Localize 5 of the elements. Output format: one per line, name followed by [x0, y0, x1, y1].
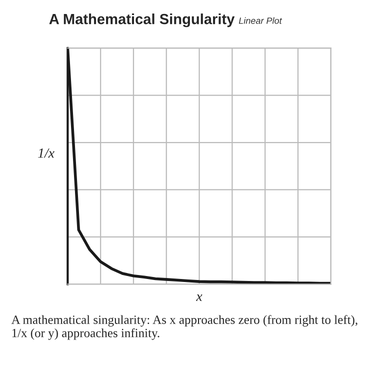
chart-subtitle: Linear Plot [238, 17, 282, 24]
text: A mathematical singularity: As x approaches zero (from right to left), 1/x (or y) approaches infinity. [11, 315, 358, 340]
y-axis-title: 1/x [38, 148, 54, 158]
x-axis-title: x [196, 294, 202, 301]
chart-title: A Mathematical Singularity [49, 14, 235, 28]
